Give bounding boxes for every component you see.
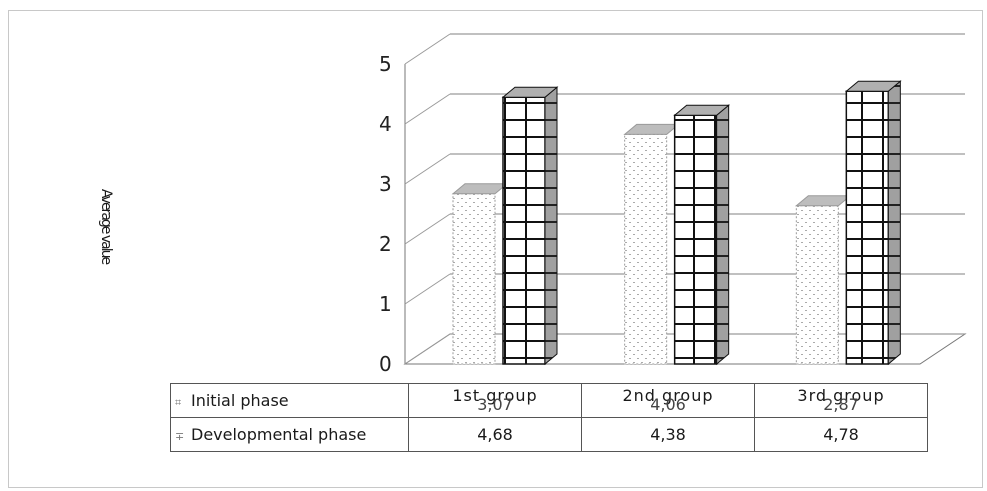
- bar-initial-top-1: [451, 183, 509, 195]
- table-row-initial: ⌗ Initial phase 1st group 3,07 2nd group 4,…: [170, 383, 928, 418]
- bar-initial-top-3: [794, 195, 852, 207]
- gridline-side-1: [404, 273, 451, 305]
- legend-key-icon-developmental: ∓: [175, 430, 185, 443]
- bar-initial-2: [624, 133, 668, 365]
- y-tick-label-3: 3: [379, 172, 392, 196]
- gridline-side-5: [404, 33, 451, 65]
- cell-initial-1: 1st group 3,07: [408, 383, 582, 418]
- y-tick-label-4: 4: [379, 112, 392, 136]
- bar-initial-3: [795, 205, 839, 365]
- chart-frame: [8, 10, 983, 488]
- gridline-side-0: [404, 333, 451, 365]
- legend-key-icon-initial: ⌗: [175, 396, 182, 409]
- bar-initial-1: [452, 193, 496, 365]
- table-row-developmental: ∓ Developmental phase 4,68 4,38 4,78: [170, 417, 928, 452]
- bar-developmental-3: [845, 90, 890, 365]
- gridline-side-2: [404, 213, 451, 245]
- series-name-developmental: Developmental phase: [191, 425, 367, 444]
- category-label-2: 2nd group: [622, 386, 714, 405]
- bar-developmental-side-1: [544, 86, 558, 366]
- value-developmental-1: 4,68: [408, 417, 582, 452]
- bar-developmental-top-3: [844, 80, 902, 92]
- bar-developmental-2: [673, 114, 718, 365]
- value-initial-2: 4,06: [650, 395, 686, 414]
- cell-initial-2: 2nd group 4,06: [581, 383, 755, 418]
- bar-developmental-side-2: [716, 104, 730, 366]
- y-tick-label-2: 2: [379, 232, 392, 256]
- bar-initial-top-2: [623, 123, 681, 135]
- value-initial-3: 2,87: [823, 395, 859, 414]
- cell-initial-3: 3rd group 2,87: [754, 383, 928, 418]
- bar-developmental-side-3: [887, 80, 901, 366]
- legend-developmental: ∓ Developmental phase: [170, 417, 409, 452]
- value-developmental-3: 4,78: [754, 417, 928, 452]
- y-tick-label-1: 1: [379, 292, 392, 316]
- category-label-3: 3rd group: [797, 386, 885, 405]
- gridline-side-4: [404, 93, 451, 125]
- gridline-side-3: [404, 153, 451, 185]
- value-initial-1: 3,07: [477, 395, 513, 414]
- bar-developmental-top-2: [673, 104, 731, 116]
- y-tick-label-0: 0: [379, 352, 392, 376]
- category-label-1: 1st group: [452, 386, 538, 405]
- data-table: ⌗ Initial phase 1st group 3,07 2nd group 4,…: [170, 383, 928, 452]
- bar-developmental-top-1: [501, 86, 559, 98]
- y-tick-label-5: 5: [379, 52, 392, 76]
- bar-developmental-1: [502, 96, 546, 365]
- legend-initial: ⌗ Initial phase: [170, 383, 409, 418]
- y-axis-label: Average value: [98, 188, 114, 264]
- series-name-initial: Initial phase: [191, 391, 289, 410]
- value-developmental-2: 4,38: [581, 417, 755, 452]
